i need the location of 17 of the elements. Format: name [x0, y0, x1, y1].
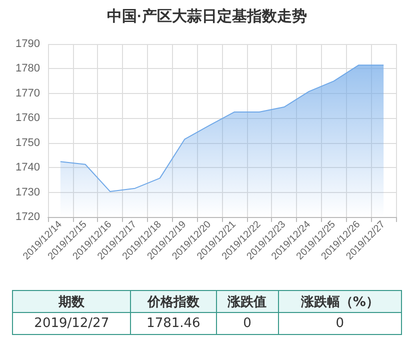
y-tick-label: 1750 [16, 136, 40, 149]
y-tick-label: 1770 [16, 87, 40, 100]
y-tick-label: 1730 [16, 186, 40, 198]
text: 价格指数 [130, 290, 216, 312]
y-tick-label: 1720 [16, 211, 40, 223]
y-tick-label: 1790 [16, 38, 40, 50]
text: 1781.46 [130, 312, 216, 334]
text: 2019/12/27 [12, 312, 131, 334]
text: 0 [216, 312, 278, 334]
text: 涨跌幅（%） [278, 290, 402, 312]
chart-title: 中国·产区大蒜日定基指数走势 [107, 7, 307, 25]
y-tick-label: 1760 [16, 112, 40, 124]
y-tick-label: 1740 [16, 162, 40, 174]
text: 涨跌值 [216, 290, 278, 312]
text: 0 [278, 312, 402, 334]
y-tick-label: 1780 [16, 62, 40, 75]
text: 期数 [12, 290, 131, 312]
